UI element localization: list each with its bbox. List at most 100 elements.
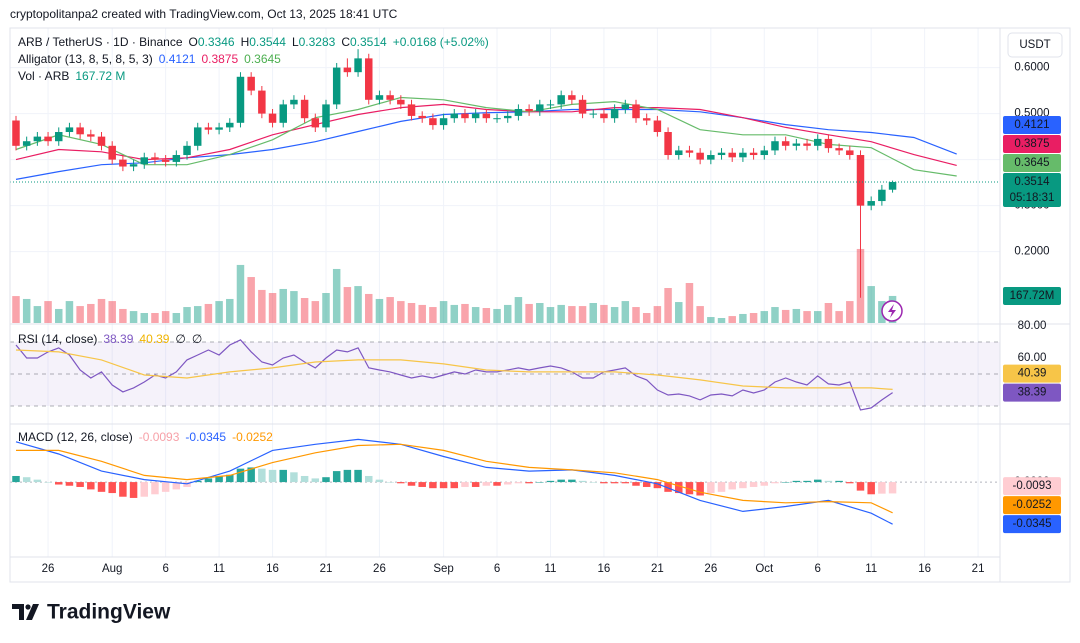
volume-bar — [568, 306, 576, 323]
macd-histogram-bar — [471, 482, 480, 487]
macd-histogram-bar — [610, 482, 619, 484]
macd-histogram-bar — [653, 482, 662, 489]
frame — [9, 27, 1071, 583]
macd-histogram-bar — [407, 482, 416, 486]
macd-histogram-bar — [397, 482, 405, 484]
candle-body — [600, 113, 608, 119]
volume-bar — [247, 277, 255, 323]
macd-histogram-bar — [461, 482, 469, 487]
volume-bar — [33, 306, 42, 323]
price-box-label: 167.72M — [1010, 290, 1055, 302]
volume-bar — [226, 298, 234, 323]
volume-bar — [482, 308, 491, 323]
macd-histogram-bar — [119, 482, 127, 497]
signal-line — [16, 443, 893, 514]
macd-histogram-bar — [247, 467, 255, 483]
ohlc-key: L — [292, 35, 299, 49]
indicator-name: MACD (12, 26, close) — [18, 430, 133, 444]
price-box-label: 0.3514 — [1014, 176, 1050, 188]
macd-histogram-bar — [482, 482, 491, 486]
volume-bar — [461, 303, 469, 323]
currency-label[interactable]: USDT — [1019, 39, 1050, 51]
candle-body — [760, 150, 769, 156]
candle-body — [375, 95, 384, 100]
candle-body — [642, 118, 651, 121]
macd-histogram-bar — [824, 480, 833, 483]
volume-bar — [771, 307, 779, 323]
volume-bar — [621, 301, 630, 323]
x-tick-label: Sep — [433, 563, 453, 575]
x-tick-label: 16 — [598, 563, 611, 575]
macd-histogram-bar — [514, 482, 523, 484]
macd-histogram-bar — [439, 482, 448, 489]
candle-body — [514, 108, 523, 116]
candle-body — [856, 155, 865, 206]
volume-bar — [707, 317, 715, 323]
macd-histogram-bar — [215, 475, 223, 483]
macd-histogram-bar — [300, 475, 309, 483]
price-box-label: 40.39 — [1018, 368, 1047, 380]
macd-histogram-bar — [888, 482, 897, 494]
macd-histogram-bar — [129, 482, 138, 498]
grid-layer — [10, 28, 1000, 557]
candle-body — [183, 145, 191, 156]
macd-histogram-bar — [97, 482, 106, 492]
logo-mark — [12, 604, 24, 620]
candle-body — [846, 150, 854, 156]
macd-histogram-bar — [503, 482, 512, 485]
logo-mark — [25, 604, 31, 610]
x-tick-label: Aug — [102, 563, 122, 575]
indicator-name: RSI (14, close) — [18, 332, 97, 346]
x-tick-label: 6 — [815, 563, 821, 575]
y-tick-label: 0.2000 — [1014, 246, 1049, 258]
candle-body — [365, 58, 373, 100]
volume-bar — [717, 318, 726, 323]
candle-body — [557, 95, 565, 105]
x-tick-label: 16 — [918, 563, 931, 575]
macd-histogram-bar — [600, 482, 608, 484]
volume-bar — [343, 287, 352, 323]
candle-body — [161, 159, 170, 162]
macd-histogram-bar — [375, 479, 384, 483]
macd-histogram-bar — [268, 469, 277, 483]
legend-value: 38.39 — [103, 332, 133, 346]
logo: TradingView — [12, 601, 171, 624]
currency-button[interactable] — [1007, 32, 1063, 58]
logo-mark — [26, 604, 39, 620]
volume-bar — [279, 288, 287, 323]
legend-value: 167.72 M — [75, 69, 125, 83]
marks-layer — [10, 49, 1000, 525]
volume-bar — [589, 303, 597, 323]
volume-bar — [258, 289, 266, 323]
legend-value: 0.3645 — [244, 52, 281, 66]
candle-body — [717, 152, 726, 156]
macd-histogram-bar — [290, 472, 298, 483]
macd-histogram-bar — [343, 469, 352, 483]
macd-histogram-bar — [204, 478, 213, 483]
macd-histogram-bar — [418, 482, 426, 487]
alligator-line — [15, 96, 957, 177]
candle-body — [322, 104, 330, 128]
volume-bar — [300, 298, 309, 323]
macd-histogram-bar — [536, 482, 544, 483]
volume-bar — [653, 306, 662, 323]
macd-histogram-bar — [557, 479, 565, 483]
macd-histogram-bar — [311, 478, 320, 483]
volume-bar — [728, 316, 736, 323]
y-tick-label: 0.6000 — [1014, 62, 1049, 74]
volume-bar — [867, 286, 875, 323]
volume-bar — [471, 307, 480, 323]
symbol: ARB / TetherUS · 1D · Binance — [18, 35, 183, 49]
macd-histogram-bar — [578, 480, 587, 483]
price-box-label: -0.0345 — [1012, 518, 1051, 530]
macd-histogram-bar — [258, 468, 266, 483]
price-box — [1003, 477, 1061, 496]
volume-bar — [290, 291, 298, 323]
candle-body — [108, 145, 116, 160]
volume-bar — [119, 308, 127, 323]
volume-bar — [600, 304, 608, 323]
candle-body — [888, 181, 897, 190]
volume-bar — [375, 298, 384, 323]
candle-body — [140, 157, 149, 165]
price-box — [1003, 496, 1061, 515]
